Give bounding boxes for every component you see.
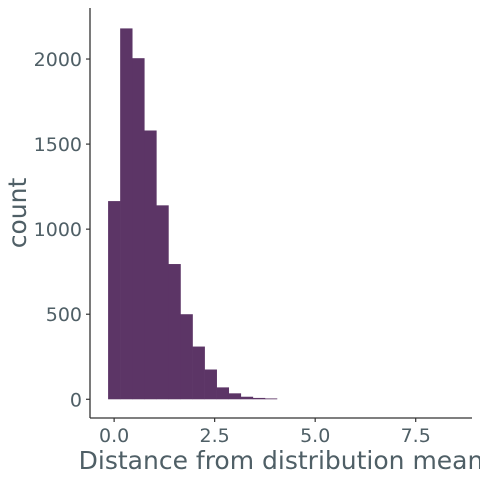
y-axis-ticks: 0 500 1000 1500 2000	[34, 49, 90, 411]
histogram-bar	[252, 397, 266, 400]
histogram-bar	[156, 205, 169, 400]
y-tick-label: 1500	[34, 134, 82, 156]
histogram-bar	[180, 314, 193, 400]
histogram-bar	[192, 346, 205, 400]
histogram-bar	[240, 396, 254, 400]
histogram-bar	[108, 201, 121, 400]
x-axis-title: Distance from distribution mean	[79, 446, 480, 475]
histogram-bar	[264, 398, 278, 400]
y-tick-label: 0	[70, 389, 82, 411]
histogram-bar	[132, 58, 145, 400]
histogram-bar	[216, 387, 230, 400]
histogram-bar	[228, 393, 242, 400]
bars-group	[108, 28, 278, 400]
x-tick-label: 2.5	[200, 425, 230, 447]
x-tick-label: 5.0	[300, 425, 330, 447]
histogram-bar	[204, 369, 217, 400]
x-tick-label: 7.5	[401, 425, 431, 447]
x-tick-label: 0.0	[99, 425, 129, 447]
x-axis-ticks: 0.0 2.5 5.0 7.5	[99, 418, 431, 447]
y-tick-label: 1000	[34, 219, 82, 241]
y-axis-title: count	[3, 178, 32, 249]
histogram-bar	[144, 130, 157, 400]
y-tick-label: 500	[46, 304, 82, 326]
y-tick-label: 2000	[34, 49, 82, 71]
histogram-bar	[168, 264, 181, 400]
histogram-bar	[120, 28, 133, 400]
